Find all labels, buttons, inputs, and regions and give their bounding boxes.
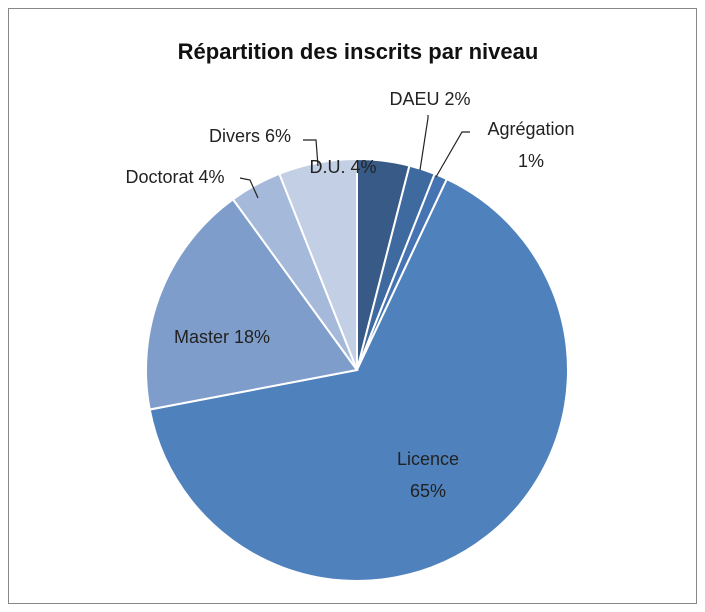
- label-value: 6%: [265, 126, 291, 146]
- label-value: 65%: [410, 481, 446, 501]
- label-category: D.U.: [309, 157, 345, 177]
- label-category: DAEU: [389, 89, 439, 109]
- label-category: Doctorat: [125, 167, 193, 187]
- leader-line: [239, 177, 259, 199]
- label-category: Licence: [397, 449, 459, 469]
- label-category: Divers: [209, 126, 260, 146]
- label-value: 1%: [518, 151, 544, 171]
- label-value: 18%: [234, 327, 270, 347]
- leader-line: [435, 131, 470, 178]
- leader-line: [419, 115, 429, 171]
- pie-slice: [145, 197, 359, 411]
- data-label: Master 18%: [174, 327, 270, 347]
- label-value: 4%: [199, 167, 225, 187]
- label-category: Master: [174, 327, 229, 347]
- pie-slice: [148, 177, 569, 582]
- label-value: 4%: [351, 157, 377, 177]
- data-label: D.U. 4%: [309, 157, 376, 177]
- data-label: DAEU 2%: [389, 89, 470, 109]
- data-label: Doctorat 4%: [125, 167, 224, 187]
- data-label: Divers 6%: [209, 126, 291, 146]
- leader-line: [303, 139, 319, 167]
- data-label: Licence 65%: [397, 449, 459, 501]
- label-value: 2%: [445, 89, 471, 109]
- chart-title: Répartition des inscrits par niveau: [178, 39, 539, 64]
- data-label: Agrégation 1%: [487, 119, 574, 171]
- label-category: Agrégation: [487, 119, 574, 139]
